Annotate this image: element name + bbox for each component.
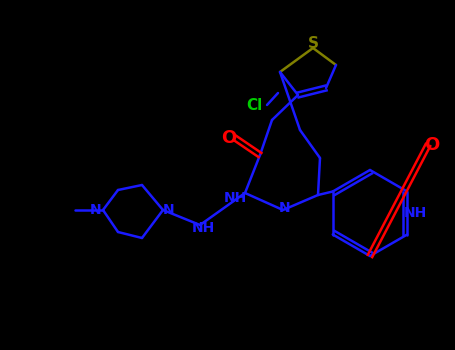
Text: NH: NH	[192, 221, 215, 235]
Text: NH: NH	[404, 206, 427, 220]
Text: O: O	[222, 129, 237, 147]
Text: S: S	[308, 35, 318, 50]
Text: Cl: Cl	[246, 98, 262, 112]
Text: N: N	[163, 203, 175, 217]
Text: N: N	[90, 203, 102, 217]
Text: NH: NH	[223, 191, 247, 205]
Text: O: O	[425, 136, 440, 154]
Text: N: N	[279, 201, 291, 215]
